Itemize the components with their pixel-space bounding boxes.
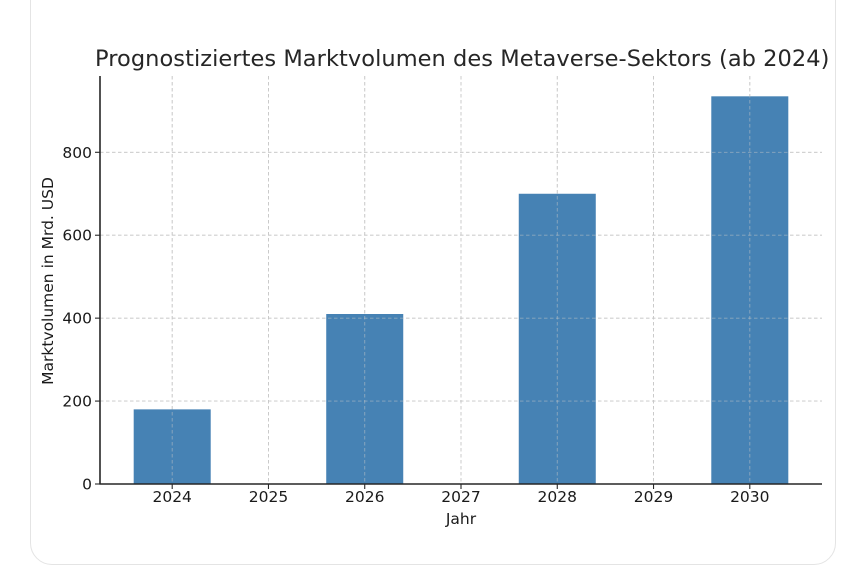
bar-2026 [326, 314, 404, 484]
y-tick-label: 800 [62, 144, 92, 162]
x-tick-label: 2027 [441, 488, 480, 506]
bar-2024 [133, 409, 211, 484]
y-tick-label: 0 [82, 476, 92, 494]
x-tick-label: 2030 [730, 488, 769, 506]
x-axis-ticks: 2024 2025 2026 2027 2028 2029 2030 [152, 484, 770, 506]
bar-2028 [518, 193, 596, 484]
x-tick-label: 2029 [634, 488, 673, 506]
x-axis-label: Jahr [445, 510, 477, 528]
grid-lines-overlay [100, 76, 822, 484]
y-axis-label: Marktvolumen in Mrd. USD [39, 177, 57, 385]
y-tick-label: 600 [62, 227, 92, 245]
y-axis-ticks: 0 200 400 600 800 [62, 144, 100, 494]
x-tick-label: 2026 [345, 488, 384, 506]
x-tick-label: 2024 [152, 488, 191, 506]
chart-title: Prognostiziertes Marktvolumen des Metave… [95, 46, 830, 72]
x-tick-label: 2025 [249, 488, 288, 506]
x-tick-label: 2028 [538, 488, 577, 506]
y-tick-label: 200 [62, 393, 92, 411]
y-tick-label: 400 [62, 310, 92, 328]
